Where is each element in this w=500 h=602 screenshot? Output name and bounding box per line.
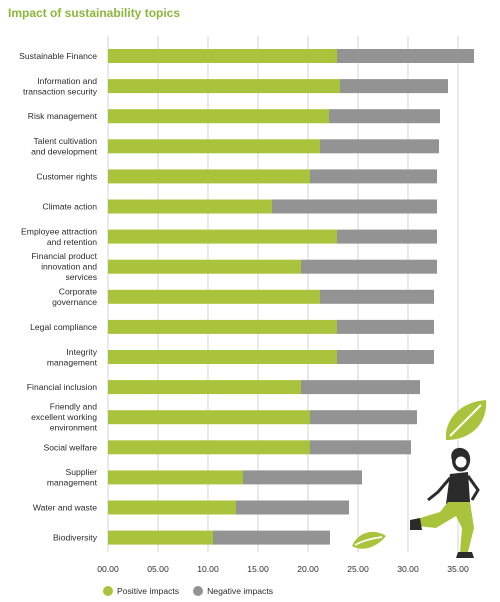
legend-item-positive: Positive impacts [103,586,179,596]
bar-positive [108,49,337,63]
category-labels: Sustainable Finance Information and transa… [19,51,98,543]
bar-positive [108,440,310,455]
legend-label: Negative impacts [207,586,274,596]
bar-negative [310,440,411,455]
bar-positive [108,410,310,425]
bar-negative [236,500,349,515]
bar-negative [337,49,474,63]
x-tick-label: 30.00 [397,564,419,574]
bar-negative [243,470,362,485]
category-label: Social welfare [44,442,98,452]
bar-positive [108,350,337,364]
category-label: Customer rights [36,171,97,181]
category-label: Water and waste [33,503,97,513]
bar-positive [108,229,337,244]
x-tick-label: 00.00 [97,564,119,574]
bar-negative [337,229,437,244]
bar-positive [108,79,340,94]
category-label: Supplier management [47,467,98,488]
bar-negative [337,319,434,334]
bar-negative [329,109,440,124]
leaf-icon [193,586,204,596]
leaf-icon [445,400,487,440]
bar-negative [213,530,330,545]
bar-positive [108,259,301,274]
running-person-illustration [410,447,480,558]
bar-positive [108,380,301,395]
leaf-icon [103,586,113,596]
bar-negative [320,289,434,304]
category-label: Corporate governance [52,287,97,308]
bar-negative [310,169,437,184]
category-label: Risk management [28,111,98,121]
bar-negative [320,139,439,154]
category-label: Talent cultivation and development [31,136,98,157]
category-label: Friendly and excellent working environment [31,402,98,433]
legend: Positive impacts Negative impacts [103,586,273,596]
bar-positive [108,500,236,515]
bar-positive [108,169,310,184]
x-tick-label: 10.00 [197,564,219,574]
bar-positive [108,289,320,304]
x-tick-label: 15.00 [247,564,269,574]
bar-negative [301,259,437,274]
bar-negative [340,79,448,94]
x-tick-label: 35.00 [447,564,469,574]
x-tick-label: 05.00 [147,564,169,574]
chart-title: Impact of sustainability topics [8,6,181,20]
bar-negative [272,199,437,214]
legend-label: Positive impacts [117,586,180,596]
bar-positive [108,109,329,124]
category-label: Financial product innovation and services [32,251,98,282]
x-axis-ticks: 00.00 05.00 10.00 15.00 20.00 25.00 30.00 35.00 [97,564,469,574]
category-label: Legal compliance [30,322,97,332]
category-label: Integrity management [47,347,98,368]
legend-item-negative: Negative impacts [193,586,273,596]
bars [108,49,474,545]
bar-positive [108,139,320,154]
bar-negative [337,350,434,364]
category-label: Sustainable Finance [19,51,97,61]
category-label: Employee attraction and retention [21,226,97,247]
category-label: Biodiversity [53,533,98,543]
bar-positive [108,319,337,334]
category-label: Climate action [43,202,98,212]
bar-positive [108,199,272,214]
bar-positive [108,470,243,485]
bar-negative [301,380,420,395]
bar-positive [108,530,213,545]
leaf-icon [352,531,386,549]
bar-negative [310,410,417,425]
x-tick-label: 20.00 [297,564,319,574]
decoration [352,400,487,558]
category-label: Information and transaction security [23,76,98,97]
category-label: Financial inclusion [27,382,97,392]
x-tick-label: 25.00 [347,564,369,574]
